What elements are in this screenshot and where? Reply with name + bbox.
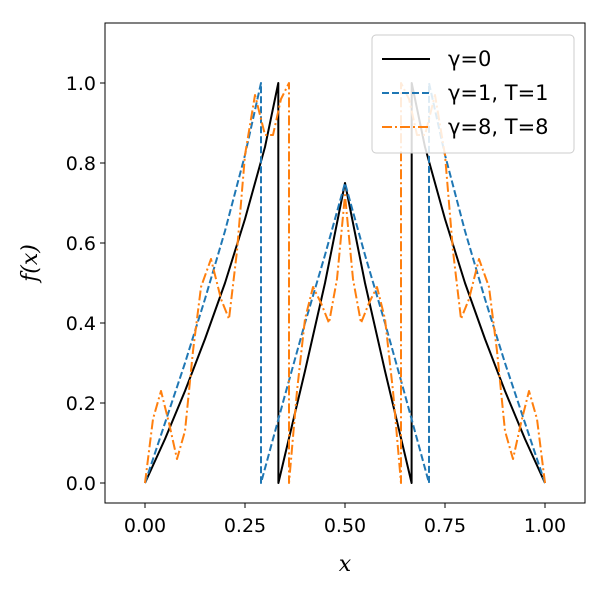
legend: γ=0 γ=1, T=1 γ=8, T=8 — [371, 34, 575, 154]
legend-box — [371, 34, 575, 154]
x-tick-label: 1.00 — [524, 515, 566, 537]
legend-label: γ=8, T=8 — [448, 115, 549, 139]
y-tick-label: 1.0 — [66, 73, 96, 95]
plot-lines — [144, 82, 546, 484]
y-tick-label: 0.2 — [66, 393, 96, 415]
series-line — [144, 82, 546, 484]
series-line — [144, 82, 546, 484]
x-tick-label: 0.25 — [224, 515, 266, 537]
legend-label: γ=1, T=1 — [448, 81, 549, 105]
legend-label: γ=0 — [448, 47, 491, 71]
y-axis-label: f(x) — [18, 244, 43, 284]
y-tick-label: 0.4 — [66, 313, 96, 335]
y-axis-ticks: 0.0 0.2 0.4 0.6 0.8 1.0 — [66, 73, 105, 495]
x-tick-label: 0.00 — [124, 515, 166, 537]
x-axis-label: x — [339, 552, 352, 577]
x-tick-label: 0.75 — [424, 515, 466, 537]
y-tick-label: 0.0 — [66, 473, 96, 495]
y-tick-label: 0.8 — [66, 153, 96, 175]
series-line — [144, 82, 546, 484]
x-axis-ticks: 0.00 0.25 0.50 0.75 1.00 — [124, 503, 566, 537]
y-tick-label: 0.6 — [66, 233, 96, 255]
x-tick-label: 0.50 — [324, 515, 366, 537]
